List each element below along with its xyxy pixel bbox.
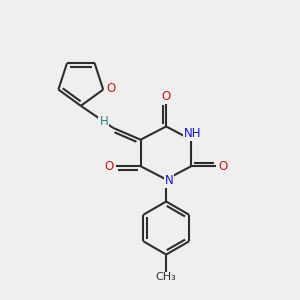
Text: N: N bbox=[165, 174, 173, 188]
Text: O: O bbox=[104, 160, 114, 173]
Text: O: O bbox=[162, 90, 171, 103]
Text: O: O bbox=[218, 160, 227, 173]
Text: O: O bbox=[106, 82, 115, 94]
Text: H: H bbox=[99, 115, 108, 128]
Text: NH: NH bbox=[184, 127, 201, 140]
Text: CH₃: CH₃ bbox=[156, 272, 177, 283]
